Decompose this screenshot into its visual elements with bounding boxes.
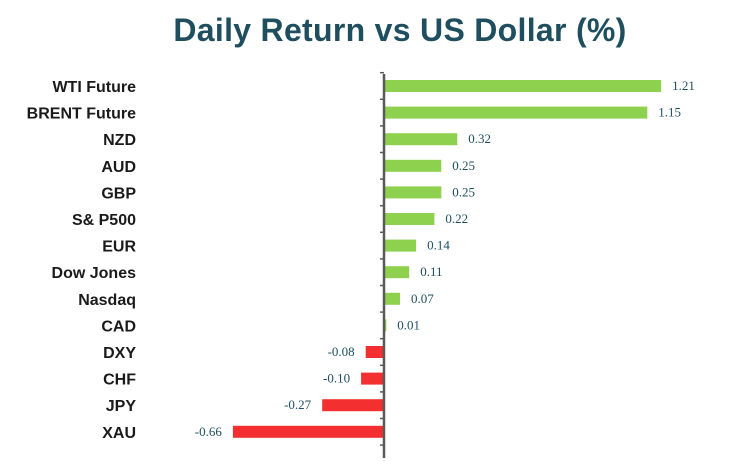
bar-nzd xyxy=(384,133,458,146)
bar-dxy xyxy=(365,346,384,358)
value-label: 1.15 xyxy=(658,105,681,120)
value-label: -0.10 xyxy=(323,371,350,386)
value-label: 1.21 xyxy=(672,78,695,93)
value-label: -0.08 xyxy=(328,344,355,359)
value-label: 0.11 xyxy=(420,264,442,279)
category-label: JPY xyxy=(106,398,137,415)
value-label: 0.01 xyxy=(397,317,420,332)
chart-title: Daily Return vs US Dollar (%) xyxy=(173,12,627,48)
bar-jpy xyxy=(322,399,384,412)
value-label: 0.32 xyxy=(468,131,491,146)
bar-brent-future xyxy=(384,106,648,119)
bar-aud xyxy=(384,159,442,172)
value-label: 0.25 xyxy=(452,158,475,173)
value-label: -0.66 xyxy=(195,424,223,439)
bar-wti-future xyxy=(384,80,662,92)
category-label: GBP xyxy=(101,185,136,202)
bar-dow-jones xyxy=(384,266,410,279)
category-label: CAD xyxy=(101,318,136,335)
category-label: WTI Future xyxy=(52,79,136,96)
bar-eur xyxy=(384,239,417,252)
category-label: EUR xyxy=(102,239,136,256)
category-label: BRENT Future xyxy=(27,106,136,123)
value-label: 0.07 xyxy=(411,291,434,306)
zero-axis xyxy=(380,71,386,458)
category-label: S& P500 xyxy=(72,212,136,229)
bar-xau xyxy=(232,425,384,438)
category-label: AUD xyxy=(101,159,136,176)
category-label: XAU xyxy=(102,425,136,442)
bar-nasdaq xyxy=(384,292,400,305)
category-label: CHF xyxy=(103,372,136,389)
category-label: Nasdaq xyxy=(78,292,136,309)
value-label: -0.27 xyxy=(284,397,312,412)
bar-chf xyxy=(361,372,384,385)
value-labels: 1.21 1.15 0.32 0.25 0.25 0.22 0.14 0.11 0.07 0.01… xyxy=(195,78,695,439)
value-label: 0.22 xyxy=(445,211,468,226)
bar-gbp xyxy=(384,186,442,199)
value-label: 0.14 xyxy=(427,238,450,253)
value-label: 0.25 xyxy=(452,184,475,199)
category-label: Dow Jones xyxy=(52,265,137,282)
bars-group xyxy=(232,80,662,438)
category-labels: WTI Future BRENT Future NZD AUD GBP S& P500 EU… xyxy=(27,79,137,442)
bar-s-p500 xyxy=(384,213,435,225)
category-label: NZD xyxy=(103,132,136,149)
category-label: DXY xyxy=(103,345,136,362)
